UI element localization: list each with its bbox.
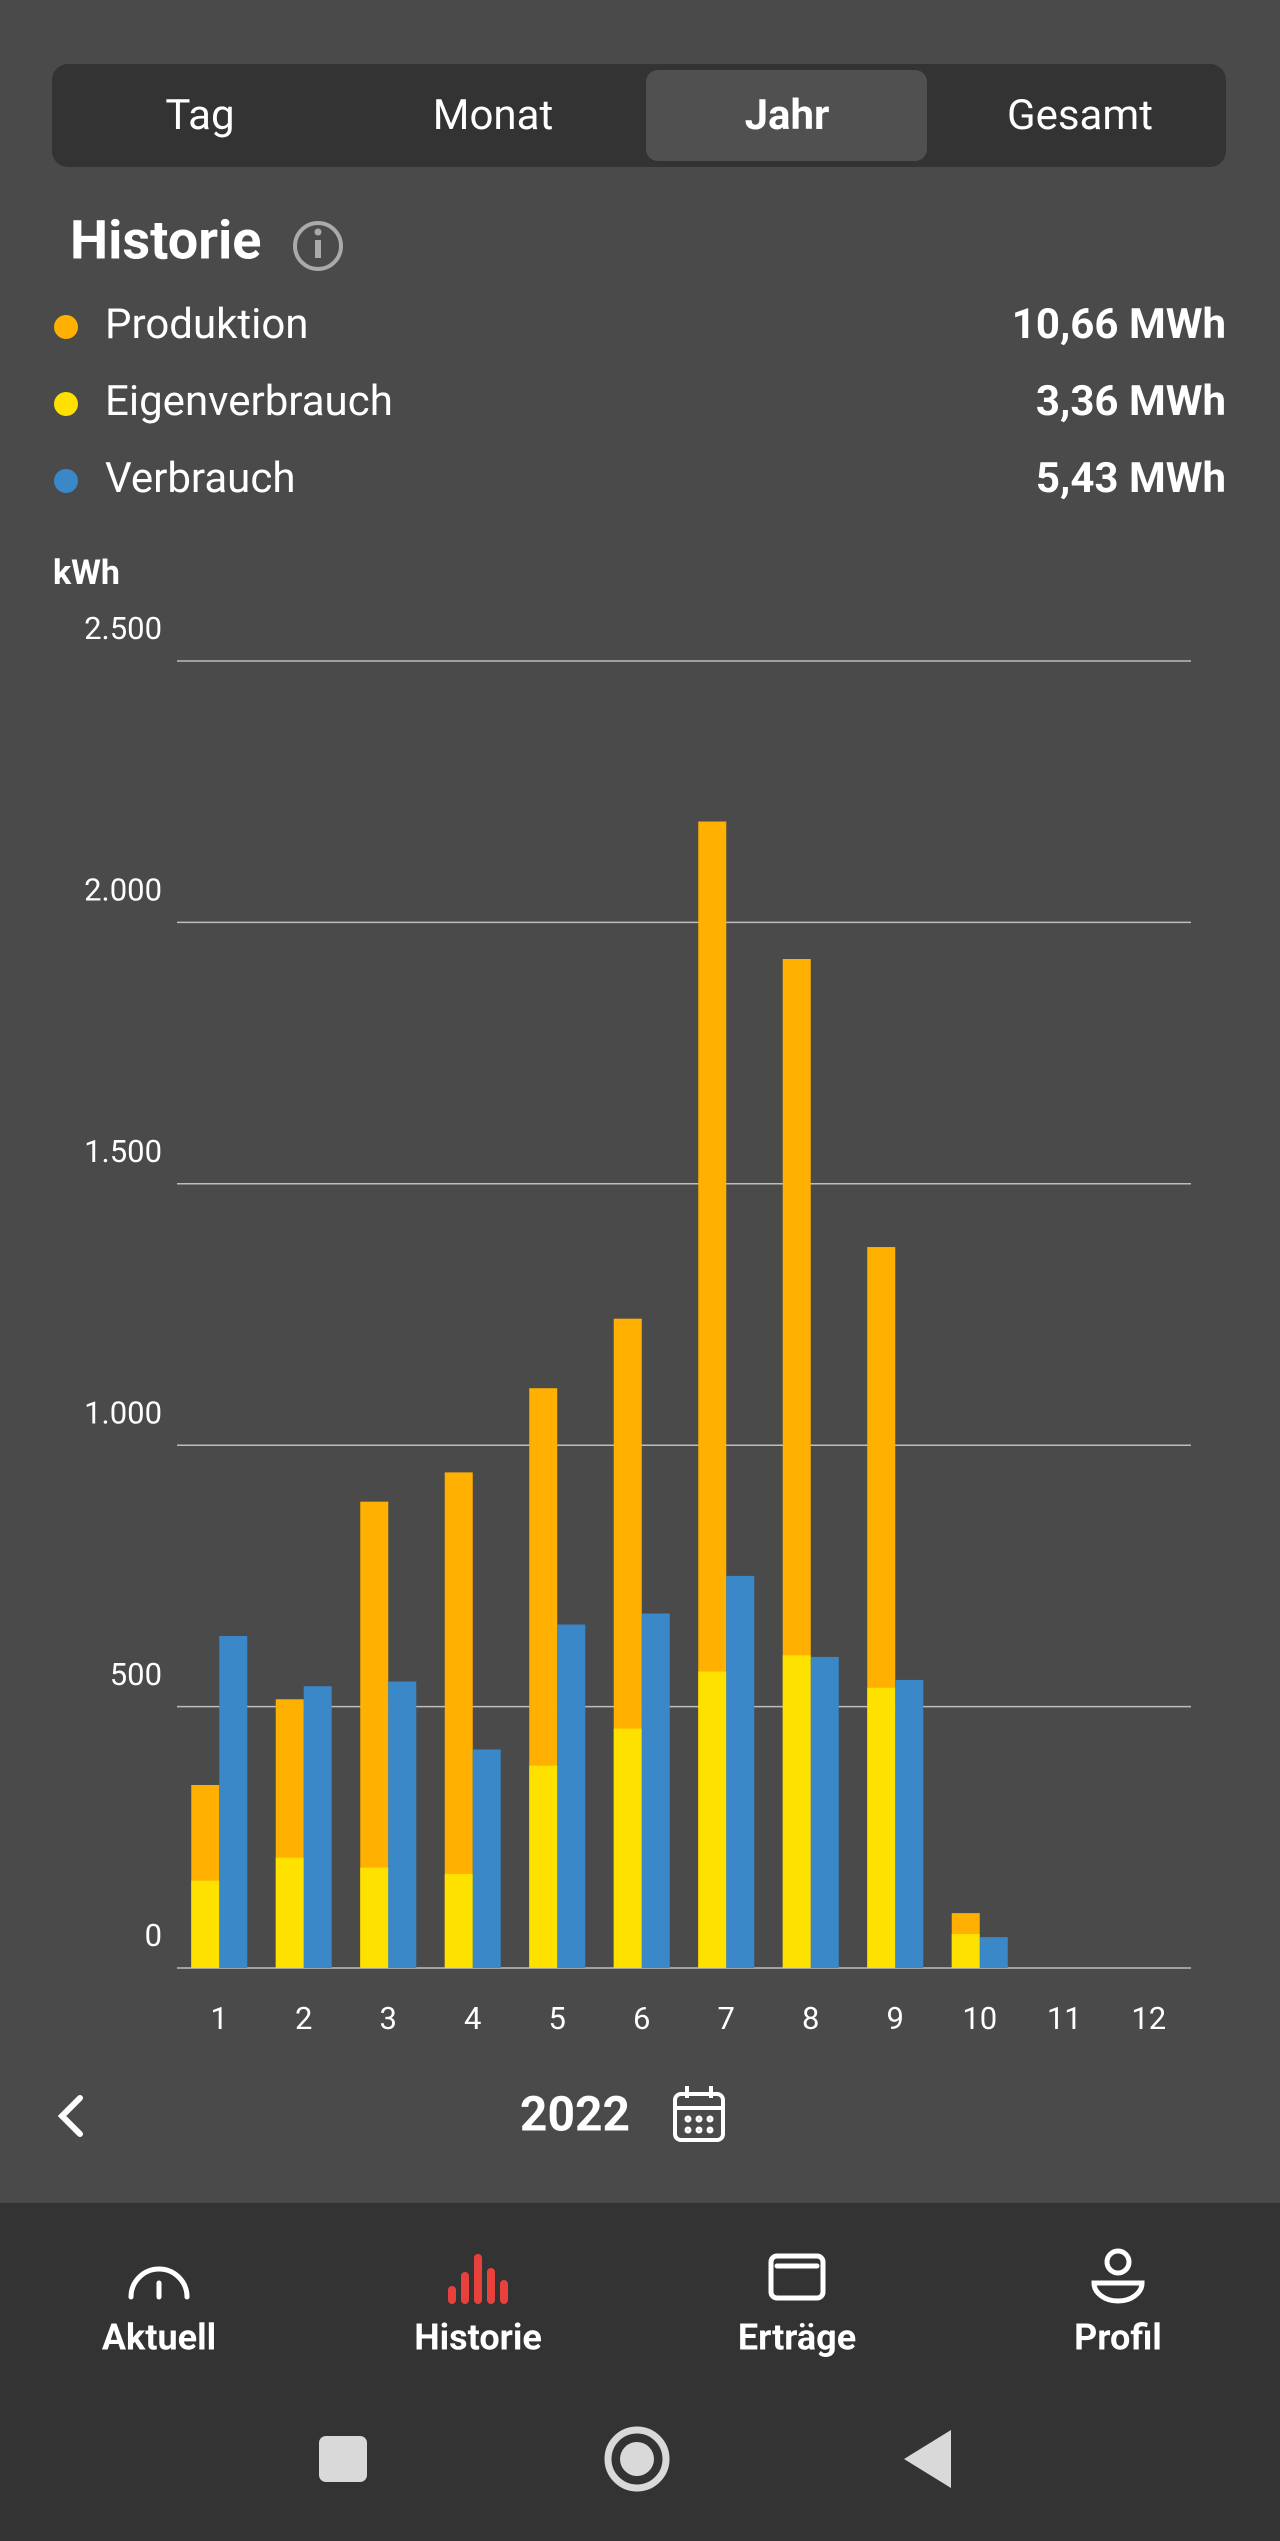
bar xyxy=(726,1575,755,1968)
x-tick-label: 9 xyxy=(887,2000,904,2037)
bar xyxy=(895,1679,924,1968)
bar xyxy=(613,1728,642,1968)
bar xyxy=(388,1681,417,1968)
bar xyxy=(275,1857,304,1968)
section-title: Historie xyxy=(70,209,261,272)
nav-label[interactable]: Historie xyxy=(414,2317,542,2359)
y-tick-label: 2.000 xyxy=(84,872,162,909)
bar xyxy=(557,1624,586,1968)
bar xyxy=(698,1671,727,1968)
x-tick-label: 4 xyxy=(464,2000,481,2037)
bar xyxy=(219,1636,248,1968)
legend-name: Eigenverbrauch xyxy=(105,377,393,426)
legend-name: Verbrauch xyxy=(105,454,295,503)
chart-icon xyxy=(448,2254,508,2304)
x-tick-label: 10 xyxy=(962,2000,997,2037)
profile-body xyxy=(1091,2280,1145,2304)
info-icon[interactable] xyxy=(293,221,343,271)
calendar-dot xyxy=(706,2115,714,2123)
tab-bar xyxy=(52,64,1226,167)
x-tick-label: 7 xyxy=(718,2000,735,2037)
x-tick-label: 3 xyxy=(380,2000,397,2037)
system-recents[interactable] xyxy=(319,2436,367,2482)
bar xyxy=(360,1867,389,1968)
bar xyxy=(641,1613,670,1968)
bar xyxy=(810,1656,839,1968)
legend-dot xyxy=(54,315,78,339)
tab[interactable]: Monat xyxy=(433,91,553,140)
tab[interactable]: Tag xyxy=(165,91,234,140)
x-tick-label: 6 xyxy=(633,2000,650,2037)
y-tick-label: 1.500 xyxy=(84,1133,162,1170)
y-tick-label: 2.500 xyxy=(84,610,162,647)
system-back[interactable] xyxy=(904,2430,951,2488)
bar xyxy=(191,1880,220,1968)
bar xyxy=(529,1765,558,1968)
nav-label[interactable]: Profil xyxy=(1074,2317,1162,2359)
year: 2022 xyxy=(520,2086,630,2143)
x-tick-label: 2 xyxy=(295,2000,312,2037)
nav-label[interactable]: Aktuell xyxy=(102,2317,216,2359)
y-tick-label: 500 xyxy=(110,1656,162,1693)
legend-total: 5,43 MWh xyxy=(1036,454,1226,503)
year-row: 2022 xyxy=(57,2086,725,2143)
wallet-icon xyxy=(768,2253,826,2301)
calendar-dot xyxy=(695,2126,703,2134)
info-circle xyxy=(293,221,343,271)
calendar-icon[interactable] xyxy=(673,2086,725,2142)
legend-dot xyxy=(54,469,78,493)
bar xyxy=(867,1687,896,1968)
calendar-dot xyxy=(684,2115,692,2123)
y-axis-label: kWh xyxy=(53,553,120,593)
bar xyxy=(472,1749,501,1968)
x-tick-label: 11 xyxy=(1047,2000,1082,2037)
legend-total: 3,36 MWh xyxy=(1036,377,1226,426)
tab[interactable]: Jahr xyxy=(745,91,830,140)
calendar-dot xyxy=(695,2115,703,2123)
calendar-dot xyxy=(684,2126,692,2134)
legend-total: 10,66 MWh xyxy=(1012,300,1226,349)
bar xyxy=(444,1873,473,1968)
profile-head xyxy=(1104,2248,1132,2276)
gauge-icon xyxy=(128,2266,190,2300)
x-tick-label: 12 xyxy=(1131,2000,1166,2037)
bar xyxy=(979,1937,1008,1968)
system-home[interactable] xyxy=(620,2442,654,2476)
x-tick-label: 8 xyxy=(802,2000,819,2037)
calendar-dot xyxy=(706,2126,714,2134)
y-tick-label: 1.000 xyxy=(84,1394,162,1431)
info-bar xyxy=(315,240,321,258)
info-dot xyxy=(314,228,322,236)
system-home-ring[interactable] xyxy=(604,2426,670,2492)
y-tick-label: 0 xyxy=(145,1917,162,1954)
prev-year-button[interactable] xyxy=(57,2095,83,2137)
legend-name: Produktion xyxy=(105,300,309,349)
calendar-body xyxy=(673,2092,725,2142)
bar xyxy=(951,1934,980,1968)
x-tick-label: 1 xyxy=(211,2000,228,2037)
nav-icons xyxy=(128,2248,1145,2304)
tab-selected xyxy=(646,70,927,161)
tab[interactable]: Gesamt xyxy=(1007,91,1153,140)
bar xyxy=(782,1655,811,1968)
bar xyxy=(303,1686,332,1968)
legend-dot xyxy=(54,392,78,416)
nav-label[interactable]: Erträge xyxy=(738,2317,856,2359)
x-tick-label: 5 xyxy=(549,2000,566,2037)
